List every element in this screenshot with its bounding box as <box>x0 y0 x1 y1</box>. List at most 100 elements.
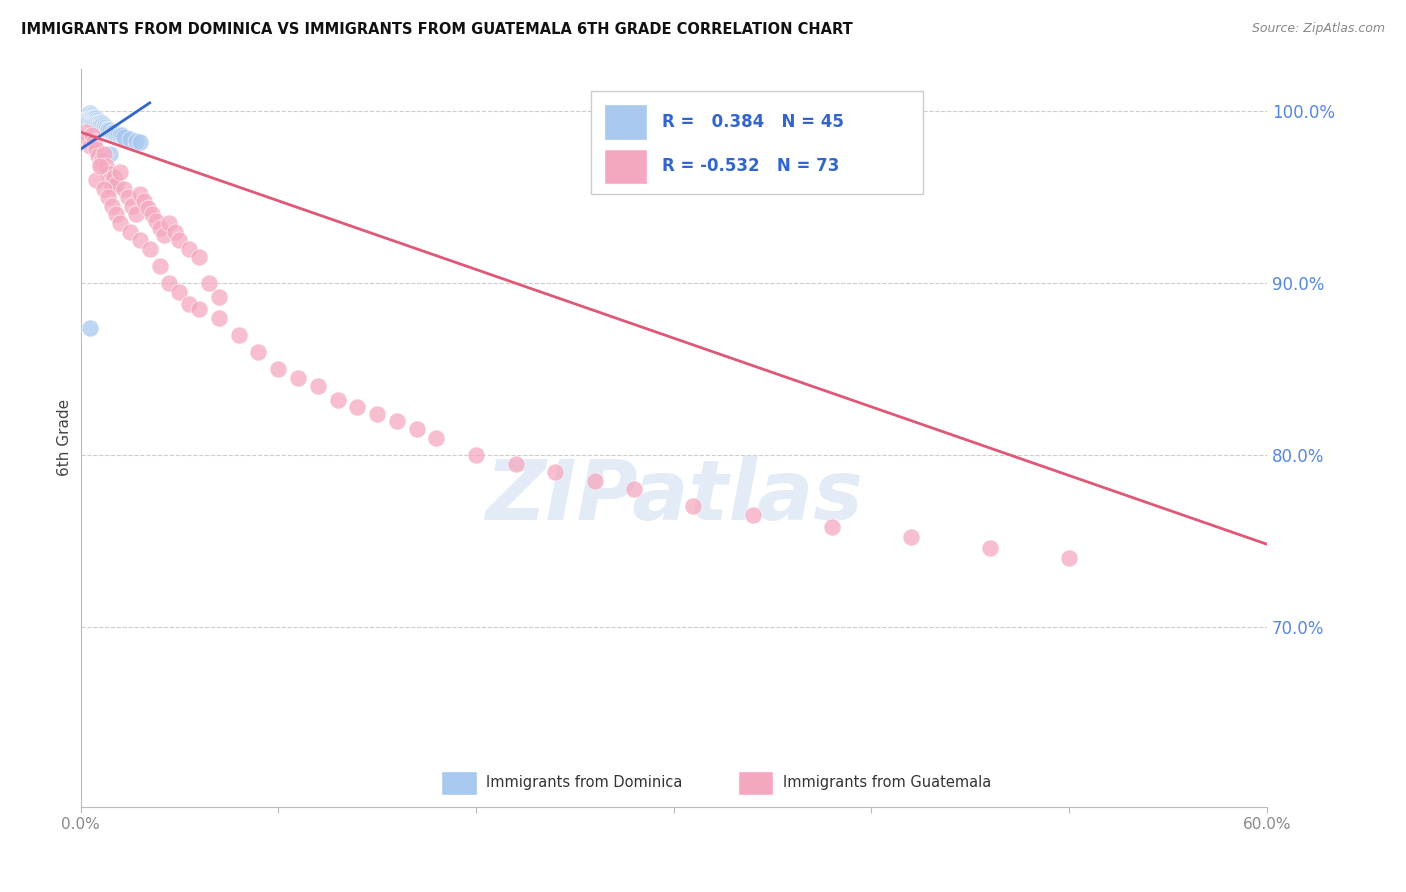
Point <box>79 112 101 126</box>
Point <box>89 118 111 132</box>
Point <box>544 465 567 479</box>
Point <box>208 310 231 325</box>
Point <box>103 169 125 184</box>
Point <box>87 116 110 130</box>
Point <box>198 276 221 290</box>
Point <box>86 112 108 126</box>
Point <box>101 125 124 139</box>
Text: R =   0.384   N = 45: R = 0.384 N = 45 <box>662 112 844 131</box>
Point <box>287 370 309 384</box>
Point <box>79 110 101 124</box>
Point <box>179 297 201 311</box>
Point <box>87 113 110 128</box>
Point <box>83 113 105 128</box>
Point <box>93 147 115 161</box>
Point <box>107 127 129 141</box>
Point <box>79 106 101 120</box>
Point <box>188 251 211 265</box>
Point <box>141 207 163 221</box>
Point <box>159 216 181 230</box>
Point <box>118 132 141 146</box>
Point <box>82 108 104 122</box>
Point <box>105 127 128 141</box>
Point <box>307 379 329 393</box>
FancyBboxPatch shape <box>740 772 772 794</box>
Text: IMMIGRANTS FROM DOMINICA VS IMMIGRANTS FROM GUATEMALA 6TH GRADE CORRELATION CHAR: IMMIGRANTS FROM DOMINICA VS IMMIGRANTS F… <box>21 22 853 37</box>
Point <box>98 147 121 161</box>
Point <box>505 457 527 471</box>
Point <box>169 285 191 299</box>
Point <box>87 115 110 129</box>
Text: Immigrants from Guatemala: Immigrants from Guatemala <box>783 775 991 790</box>
Point <box>741 508 763 522</box>
Point <box>128 136 150 150</box>
Point <box>900 530 922 544</box>
FancyBboxPatch shape <box>443 772 475 794</box>
Point <box>82 112 104 126</box>
Point <box>132 194 155 208</box>
Point <box>118 225 141 239</box>
Point <box>117 190 139 204</box>
Point <box>111 128 134 143</box>
Point <box>77 112 100 126</box>
Point <box>145 214 167 228</box>
Point <box>89 116 111 130</box>
Point <box>326 392 349 407</box>
Point <box>82 113 104 128</box>
Point <box>623 483 645 497</box>
Point <box>97 190 120 204</box>
Point <box>979 541 1001 555</box>
Point <box>149 221 172 235</box>
Point <box>83 112 105 126</box>
Text: R = -0.532   N = 73: R = -0.532 N = 73 <box>662 157 839 175</box>
Point <box>138 242 160 256</box>
Point <box>583 474 606 488</box>
Point <box>91 153 114 167</box>
Point <box>169 233 191 247</box>
Point <box>87 149 110 163</box>
Point <box>93 120 115 134</box>
Point <box>97 123 120 137</box>
Point <box>75 108 97 122</box>
Point <box>97 166 120 180</box>
Point <box>128 233 150 247</box>
Point <box>86 115 108 129</box>
Point <box>247 344 270 359</box>
Point <box>366 407 388 421</box>
Point <box>267 362 290 376</box>
Point <box>86 113 108 128</box>
Point <box>125 134 148 148</box>
Point <box>103 125 125 139</box>
Point <box>101 199 124 213</box>
Text: Immigrants from Dominica: Immigrants from Dominica <box>486 775 683 790</box>
Point <box>385 414 408 428</box>
FancyBboxPatch shape <box>591 91 922 194</box>
Point <box>83 115 105 129</box>
Point <box>86 173 108 187</box>
FancyBboxPatch shape <box>605 150 647 183</box>
Point <box>425 431 447 445</box>
Point <box>159 276 181 290</box>
Text: Source: ZipAtlas.com: Source: ZipAtlas.com <box>1251 22 1385 36</box>
Point <box>97 121 120 136</box>
Point <box>105 177 128 191</box>
Point <box>93 118 115 132</box>
Point <box>89 160 111 174</box>
Point <box>96 121 118 136</box>
Point <box>93 182 115 196</box>
Point <box>188 301 211 316</box>
Point <box>98 173 121 187</box>
Point <box>108 216 131 230</box>
Point <box>128 186 150 201</box>
Point <box>346 400 368 414</box>
Point <box>682 500 704 514</box>
Point <box>112 130 135 145</box>
Point <box>228 327 250 342</box>
Point <box>208 290 231 304</box>
Text: ZIPatlas: ZIPatlas <box>485 457 863 537</box>
Point <box>101 180 124 194</box>
Point <box>405 422 427 436</box>
Point <box>125 207 148 221</box>
Point <box>112 182 135 196</box>
Y-axis label: 6th Grade: 6th Grade <box>58 400 72 476</box>
